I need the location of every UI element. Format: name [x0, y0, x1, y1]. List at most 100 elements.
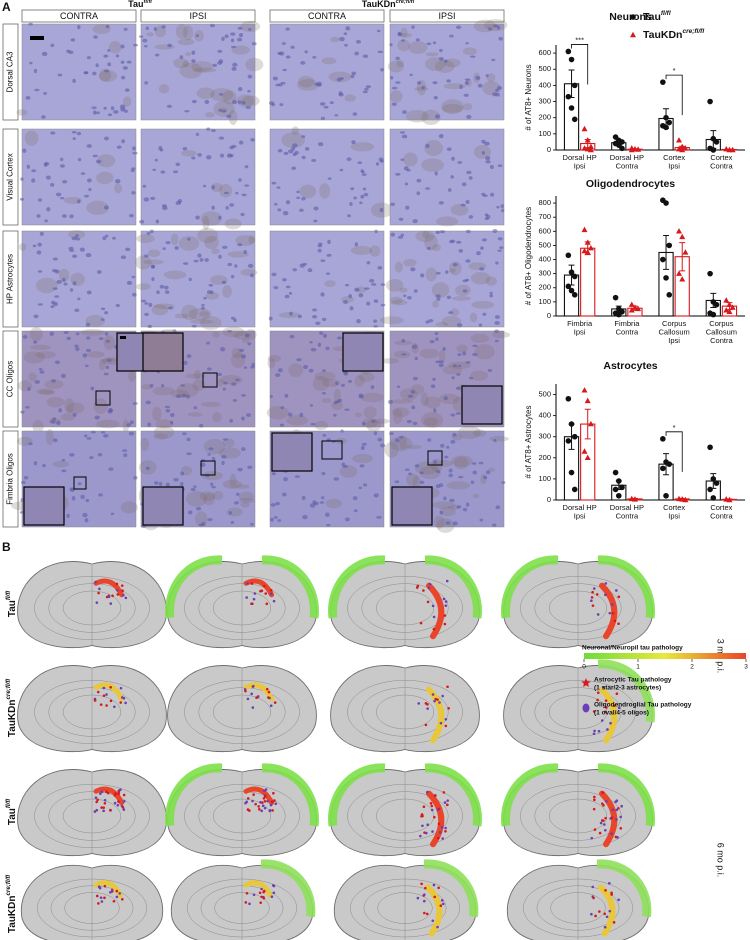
- nucleus: [95, 111, 100, 115]
- nucleus: [438, 56, 444, 61]
- error-bar: [584, 408, 591, 440]
- nucleus: [241, 416, 245, 421]
- cortex-pathology: [261, 555, 319, 619]
- stain: [201, 471, 224, 481]
- astrocyte-marker: [117, 790, 121, 794]
- nucleus: [458, 248, 464, 253]
- astrocyte-marker: [436, 836, 440, 840]
- row-label-box: [2, 330, 19, 428]
- data-point: [679, 276, 686, 282]
- nucleus: [465, 361, 471, 364]
- nucleus: [483, 475, 488, 480]
- nucleus: [105, 24, 110, 29]
- astrocyte-marker: [106, 791, 110, 795]
- stain: [93, 398, 108, 415]
- nucleus: [271, 181, 277, 185]
- nucleus: [346, 157, 352, 162]
- cortex-pathology: [165, 763, 223, 827]
- nucleus: [403, 294, 407, 298]
- nucleus: [439, 230, 446, 234]
- astrocyte-marker: [415, 586, 419, 589]
- cortex-pathology: [596, 859, 652, 918]
- nucleus: [482, 312, 487, 316]
- astrocyte-marker: [97, 591, 100, 595]
- nucleus: [374, 229, 378, 234]
- stain: [205, 111, 215, 118]
- brain-section: [330, 665, 480, 753]
- nucleus: [353, 509, 358, 513]
- oligo-marker: [431, 693, 435, 696]
- inset-marker: [321, 440, 343, 460]
- stain: [140, 437, 150, 452]
- nucleus: [351, 71, 357, 76]
- nucleus: [436, 297, 441, 301]
- oligo-marker: [617, 706, 621, 710]
- nucleus: [226, 153, 232, 158]
- astrocyte-marker: [255, 696, 258, 700]
- significance-label: ***: [575, 35, 584, 44]
- colorbar-tick-label: 0: [582, 664, 586, 671]
- micrograph: [270, 231, 384, 327]
- oligo-marker: [441, 837, 444, 840]
- nucleus: [92, 110, 97, 115]
- astrocyte-marker: [442, 791, 446, 794]
- stain: [472, 493, 480, 499]
- stain: [158, 84, 170, 94]
- stain: [38, 390, 56, 395]
- nucleus: [290, 45, 295, 49]
- oligo-marker: [93, 810, 97, 813]
- micrograph-texture: [19, 130, 138, 223]
- stain: [200, 401, 221, 407]
- nucleus: [209, 23, 216, 28]
- oligo-marker: [436, 925, 439, 929]
- stain: [266, 405, 289, 420]
- stain: [219, 183, 233, 198]
- stain: [185, 491, 208, 507]
- data-point: [631, 304, 638, 310]
- y-tick-label: 500: [538, 390, 551, 399]
- nucleus: [57, 73, 63, 77]
- nucleus: [271, 472, 276, 476]
- stain: [444, 58, 461, 68]
- nucleus: [85, 498, 90, 503]
- nucleus: [289, 311, 293, 316]
- nucleus: [480, 246, 484, 250]
- nucleus: [432, 377, 436, 381]
- astrocyte-marker: [246, 797, 250, 800]
- astrocyte-marker: [99, 703, 103, 706]
- nucleus: [193, 406, 198, 410]
- stain: [419, 348, 440, 359]
- nucleus: [52, 417, 57, 421]
- nucleus: [247, 74, 253, 79]
- nucleus: [175, 394, 182, 399]
- nucleus: [309, 340, 313, 344]
- astrocyte-marker: [267, 690, 271, 694]
- nucleus: [327, 177, 332, 180]
- y-tick-label: 600: [538, 48, 551, 57]
- nucleus: [218, 215, 222, 220]
- oligo-marker: [600, 719, 604, 722]
- micrograph-texture: [268, 26, 385, 121]
- nucleus: [226, 114, 232, 119]
- stain: [235, 235, 256, 246]
- astrocyte-marker: [115, 889, 119, 893]
- micrograph-border: [269, 430, 385, 528]
- micrograph-border: [21, 430, 137, 528]
- stain: [46, 396, 65, 408]
- stain: [175, 24, 188, 39]
- astrocyte-marker: [591, 590, 594, 594]
- nucleus: [188, 277, 192, 282]
- astrocyte-marker: [96, 690, 100, 694]
- nucleus: [123, 453, 128, 458]
- x-tick-label: Corpus: [709, 319, 733, 328]
- legend-note: (1 oval/4-5 oligos): [594, 710, 649, 717]
- nucleus: [77, 482, 82, 486]
- astrocyte-marker: [263, 584, 266, 588]
- nucleus: [428, 319, 434, 323]
- astrocyte-marker: [604, 888, 607, 892]
- astrocyte-marker: [610, 891, 613, 895]
- nucleus: [362, 90, 368, 94]
- nucleus: [285, 200, 291, 205]
- stain: [178, 235, 200, 251]
- astrocyte-marker: [432, 627, 436, 631]
